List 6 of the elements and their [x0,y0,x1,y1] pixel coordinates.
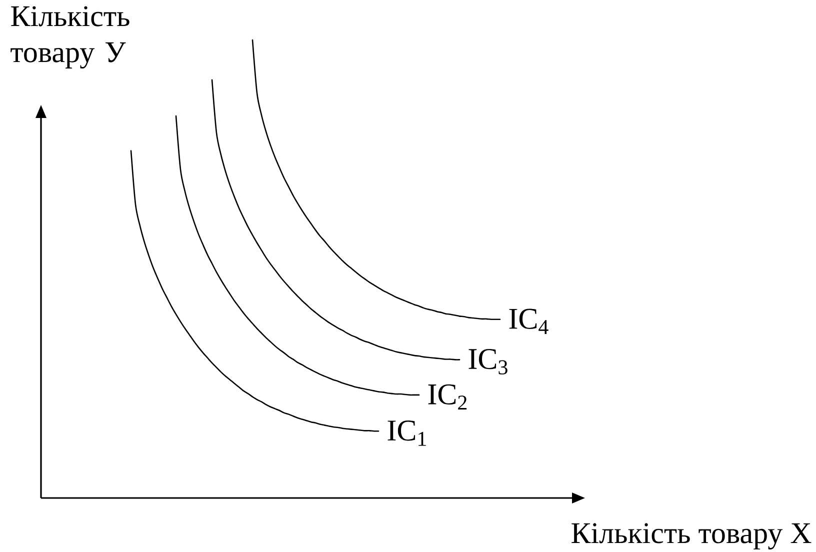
series-label: IC$_{3}$ [468,348,508,374]
series-label: IC$_{1}$ [388,420,426,446]
x-axis-title: Кількість товару Х [572,523,812,550]
series-label: IC$_{2}$ [428,384,467,410]
y-axis-title: Кількість товару У [10,6,130,69]
series-label: IC$_{4}$ [509,308,548,334]
